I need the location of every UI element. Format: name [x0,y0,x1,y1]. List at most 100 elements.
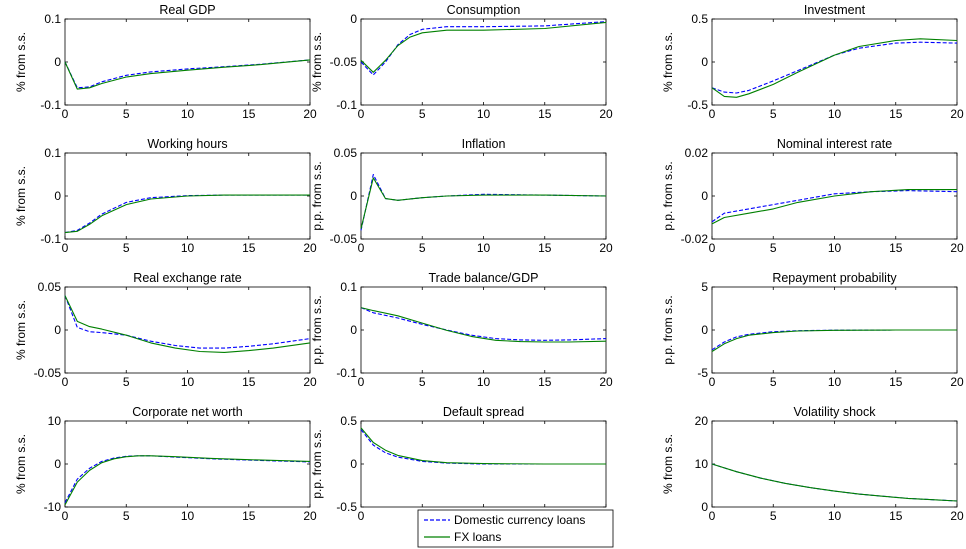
y-tick-label: 0.1 [44,146,61,160]
x-tick-label: 10 [477,375,491,389]
panel-title: Working hours [147,137,227,151]
x-tick-label: 20 [303,241,317,255]
y-tick-label: 0 [350,12,357,26]
series-line-fx [711,189,957,225]
y-axis-label: p.p. from s.s. [661,161,675,230]
series-line-fx [360,427,606,465]
x-tick-label: 0 [358,509,365,523]
y-tick-label: 0 [54,55,61,69]
y-tick-label: 10 [48,414,62,428]
series-line-fx [360,177,607,229]
y-tick-label: -0.1 [336,366,357,380]
x-tick-label: 5 [123,241,130,255]
y-tick-label: -0.1 [40,98,61,112]
y-tick-label: -5 [697,366,708,380]
y-tick-label: 0 [350,323,357,337]
x-tick-label: 10 [828,375,842,389]
plot-area [360,18,607,106]
x-tick-label: 15 [538,107,552,121]
panel-9: Corporate net worth % from s.s. 0 5 10 15 20 -1… [14,405,317,523]
x-tick-label: 0 [709,107,716,121]
x-tick-label: 0 [358,241,365,255]
x-tick-label: 10 [477,241,491,255]
y-tick-label: -0.05 [34,366,62,380]
x-tick-label: 0 [358,107,365,121]
x-tick-label: 15 [889,241,903,255]
x-tick-label: 15 [889,375,903,389]
y-tick-label: 0.02 [685,146,709,160]
x-tick-label: 15 [242,375,256,389]
x-tick-label: 5 [770,509,777,523]
y-axis-label: p.p. from s.s. [310,161,324,230]
series-line-fx [711,329,957,352]
x-tick-label: 10 [828,241,842,255]
plot-area [64,420,311,508]
series-line-domestic [711,190,958,223]
panels-group: Real GDP% from s.s.0 5 10 15 20-0.100.1Consu… [14,3,964,523]
series-line-domestic [64,194,310,234]
y-axis-label: % from s.s. [14,300,28,360]
y-tick-label: 0 [701,500,708,514]
panel-title: Inflation [462,137,506,151]
x-tick-label: 20 [599,375,613,389]
legend-box [417,509,614,548]
x-tick-label: 20 [303,107,317,121]
x-tick-label: 10 [828,509,842,523]
x-tick-label: 10 [181,241,195,255]
x-tick-label: 5 [419,241,426,255]
x-tick-label: 5 [419,107,426,121]
series-line-fx [64,194,310,234]
x-tick-label: 5 [123,107,130,121]
x-tick-label: 5 [770,107,777,121]
x-tick-label: 10 [181,107,195,121]
x-tick-label: 15 [538,375,552,389]
x-tick-label: 20 [950,375,964,389]
plot-area [360,286,607,374]
panel-title: Repayment probability [772,271,897,285]
y-tick-label: 0.5 [691,12,708,26]
series-line-fx [711,463,958,502]
x-tick-label: 10 [828,107,842,121]
x-tick-label: 20 [950,241,964,255]
series-line-fx [711,38,958,98]
panel-8: Repayment probability p.p. from s.s. 0 5 10 1… [661,271,964,389]
series-line-domestic [711,329,957,351]
x-tick-label: 0 [62,509,69,523]
x-tick-label: 15 [242,509,256,523]
series-line-domestic [360,307,607,341]
y-tick-label: 10 [695,457,709,471]
legend: Domestic currency loans FX loans [417,509,614,548]
y-tick-label: 0.1 [44,12,61,26]
panel-title: Default spread [443,405,524,419]
x-tick-label: 0 [62,375,69,389]
legend-label-fx: FX loans [454,530,501,544]
x-tick-label: 20 [303,375,317,389]
x-tick-label: 5 [770,241,777,255]
y-tick-label: 0 [701,189,708,203]
y-axis-label: % from s.s. [661,32,675,92]
series-line-fx [360,307,607,343]
series-line-fx [360,21,607,73]
y-tick-label: 0 [54,457,61,471]
series-line-domestic [64,59,311,89]
x-tick-label: 20 [950,509,964,523]
x-tick-label: 0 [358,375,365,389]
x-tick-label: 20 [303,509,317,523]
x-tick-label: 5 [123,375,130,389]
x-tick-label: 15 [889,107,903,121]
panel-title: Nominal interest rate [777,137,892,151]
panel-title: Volatility shock [794,405,877,419]
x-tick-label: 15 [242,107,256,121]
y-axis-label: % from s.s. [310,32,324,92]
series-line-fx [64,59,311,90]
y-tick-label: -0.02 [681,232,709,246]
panel-3: Working hours% from s.s.0 5 10 15 20-0.100.1 [14,137,317,255]
y-tick-label: -0.1 [336,98,357,112]
x-tick-label: 10 [181,509,195,523]
y-axis-label: % from s.s. [14,32,28,92]
y-tick-label: 20 [695,414,709,428]
plot-area [360,152,607,240]
y-tick-label: 0.1 [340,280,357,294]
series-line-domestic [711,41,958,94]
